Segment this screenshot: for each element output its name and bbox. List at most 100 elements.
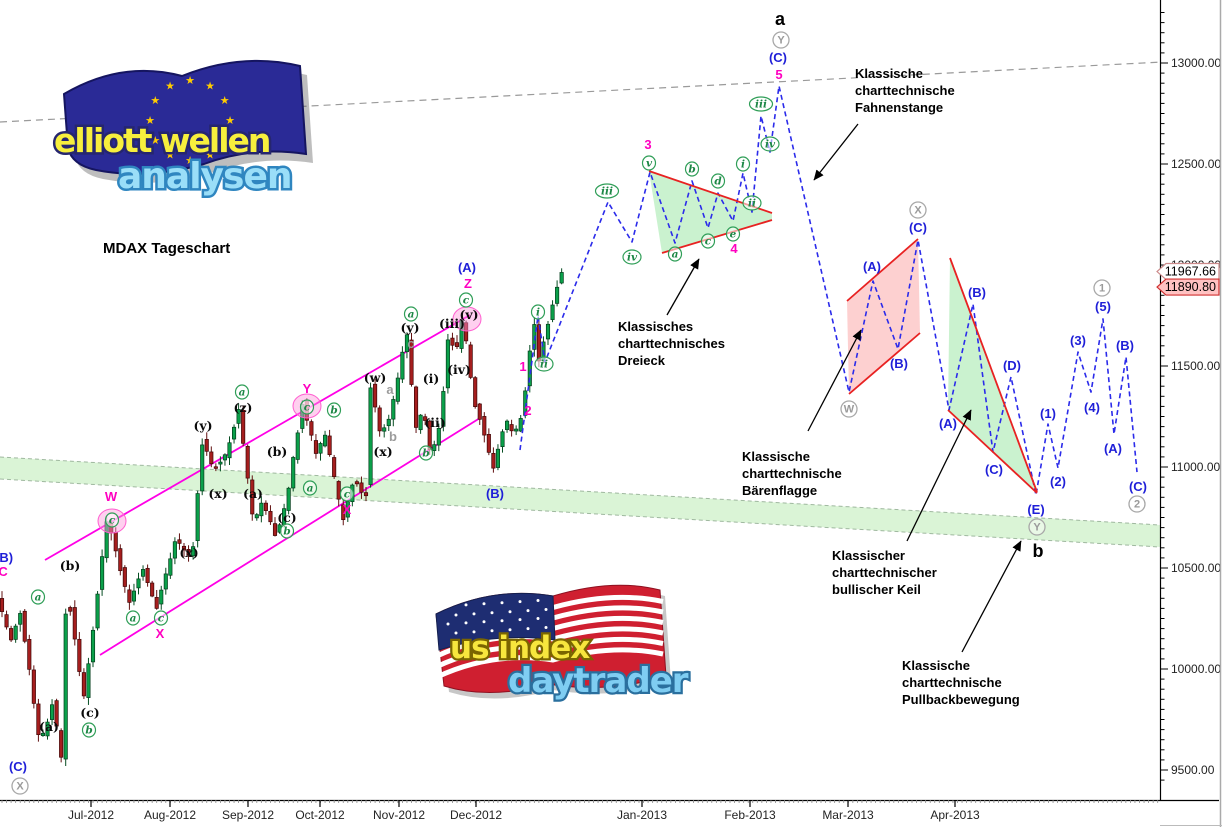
svg-text:b: b xyxy=(85,725,92,737)
svg-text:a: a xyxy=(408,309,415,321)
svg-text:(5): (5) xyxy=(1095,299,1111,314)
svg-text:(C): (C) xyxy=(909,220,927,235)
svg-text:iii: iii xyxy=(755,99,767,111)
annotation: Klassische charttechnische Pullbackbewegun… xyxy=(902,540,1022,707)
svg-text:C: C xyxy=(0,564,8,579)
svg-text:c: c xyxy=(344,489,351,501)
svg-text:5: 5 xyxy=(775,67,782,82)
svg-text:4: 4 xyxy=(730,241,738,256)
svg-text:c: c xyxy=(463,295,470,307)
svg-text:(B): (B) xyxy=(1116,338,1134,353)
svg-text:b: b xyxy=(389,429,397,444)
svg-text:iii: iii xyxy=(601,186,613,198)
svg-text:(A): (A) xyxy=(939,416,957,431)
svg-text:(B): (B) xyxy=(968,285,986,300)
logo-text-daytrader: daytrader xyxy=(508,661,689,701)
svg-text:★: ★ xyxy=(150,95,160,107)
svg-text:1: 1 xyxy=(519,359,526,374)
candles xyxy=(0,268,564,767)
svg-text:2: 2 xyxy=(524,403,531,418)
pattern-fills xyxy=(649,171,1037,492)
svg-text:iv: iv xyxy=(765,139,776,151)
svg-text:b: b xyxy=(330,405,337,417)
svg-text:(b): (b) xyxy=(60,558,81,573)
svg-text:(iii): (iii) xyxy=(439,316,465,331)
svg-text:i: i xyxy=(536,307,540,319)
svg-text:c: c xyxy=(158,613,165,625)
svg-text:★: ★ xyxy=(165,80,175,92)
window-border xyxy=(1160,0,1222,827)
svg-text:ii: ii xyxy=(748,198,756,210)
svg-text:a: a xyxy=(35,592,42,604)
svg-text:X: X xyxy=(914,205,922,217)
svg-text:(C): (C) xyxy=(9,759,27,774)
support-band xyxy=(0,456,1161,548)
svg-text:c: c xyxy=(304,402,311,414)
svg-text:(B): (B) xyxy=(486,486,504,501)
y-axis-tick-label: 13000.00 xyxy=(1171,56,1221,70)
svg-text:X: X xyxy=(156,626,165,641)
svg-text:★: ★ xyxy=(145,115,155,127)
svg-text:★: ★ xyxy=(185,75,195,87)
svg-text:a: a xyxy=(307,483,314,495)
x-axis-tick-label: Aug-2012 xyxy=(144,808,196,822)
svg-text:★: ★ xyxy=(165,150,175,162)
annotation: Klassische charttechnische Fahnenstange xyxy=(813,66,955,181)
svg-text:a: a xyxy=(239,387,246,399)
chart-title: MDAX Tageschart xyxy=(103,240,231,257)
logo-text-elliott-wellen: elliott wellen xyxy=(54,121,269,160)
y-axis-tick-label: 10000.00 xyxy=(1171,662,1221,676)
x-axis-tick-label: Mar-2013 xyxy=(822,808,874,822)
svg-text:(x): (x) xyxy=(373,444,392,459)
svg-text:(D): (D) xyxy=(1003,358,1021,373)
x-axis-tick-label: Dec-2012 xyxy=(450,808,502,822)
svg-text:(iv): (iv) xyxy=(447,362,471,377)
svg-text:a: a xyxy=(386,382,394,397)
svg-text:(A): (A) xyxy=(863,259,881,274)
time-axis: Jul-2012 Aug-2012 Sep-2012 Oct-2012 Nov-2012… xyxy=(0,799,1219,822)
svg-text:(B): (B) xyxy=(890,356,908,371)
svg-text:e: e xyxy=(730,229,737,241)
svg-text:(c): (c) xyxy=(277,510,296,525)
x-axis-tick-label: Nov-2012 xyxy=(373,808,425,822)
y-axis-tick-label: 12500.00 xyxy=(1171,157,1221,171)
svg-text:(w): (w) xyxy=(364,370,387,385)
projection-path xyxy=(519,85,1138,496)
wave-labels: (B)Ca(b)(a)(c)b(C)XWcacX(x)(y)a(z)Ycb(b)… xyxy=(0,9,1147,795)
logo-text-analysen: analysen xyxy=(118,156,292,197)
svg-text:X: X xyxy=(16,781,24,793)
svg-text:c: c xyxy=(407,336,414,351)
svg-text:c: c xyxy=(705,236,712,248)
svg-text:(1): (1) xyxy=(1040,406,1056,421)
svg-text:(C): (C) xyxy=(985,462,1003,477)
price-tag-value: 11967.66 xyxy=(1165,265,1216,279)
svg-text:(ii): (ii) xyxy=(424,415,445,430)
svg-text:2: 2 xyxy=(1134,499,1140,511)
svg-text:v: v xyxy=(646,158,653,170)
price-tag xyxy=(1156,278,1220,296)
svg-text:(x): (x) xyxy=(179,545,198,560)
svg-text:(a): (a) xyxy=(243,486,263,501)
svg-text:W: W xyxy=(844,404,855,416)
svg-text:b: b xyxy=(283,526,290,538)
price-axis: 13000.0012500.0012000.0011500.0011000.00… xyxy=(1159,0,1221,800)
svg-text:(i): (i) xyxy=(423,371,440,386)
svg-text:1: 1 xyxy=(1099,283,1105,295)
svg-text:(E): (E) xyxy=(1027,502,1044,517)
y-axis-tick-label: 9500.00 xyxy=(1171,763,1215,777)
svg-text:i: i xyxy=(741,159,745,171)
svg-text:d: d xyxy=(714,176,722,188)
svg-text:a: a xyxy=(775,9,786,29)
svg-text:(3): (3) xyxy=(1070,333,1086,348)
svg-text:(b): (b) xyxy=(267,444,288,459)
svg-text:(x): (x) xyxy=(208,486,227,501)
svg-text:(a): (a) xyxy=(39,719,59,734)
svg-text:ii: ii xyxy=(540,359,548,371)
svg-text:X: X xyxy=(343,502,352,517)
svg-text:★: ★ xyxy=(225,115,235,127)
svg-text:b: b xyxy=(1033,541,1044,561)
svg-text:c: c xyxy=(109,515,116,527)
